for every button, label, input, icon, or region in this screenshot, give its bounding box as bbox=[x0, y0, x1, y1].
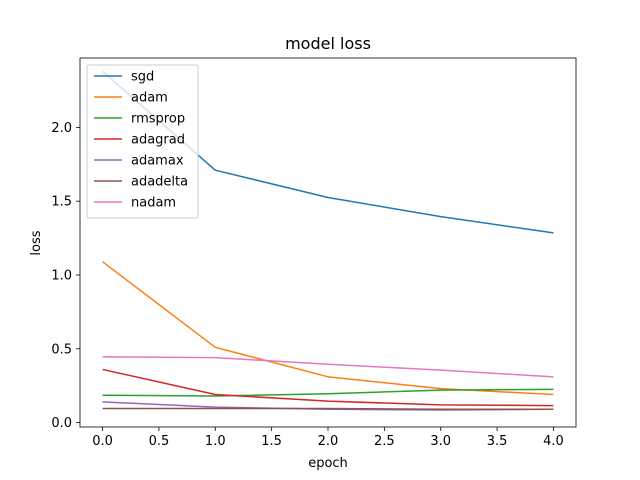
x-tick-label: 4.0 bbox=[543, 434, 564, 449]
series-line-adadelta bbox=[102, 407, 554, 411]
series-line-nadam bbox=[102, 356, 554, 378]
x-tick-label: 0.0 bbox=[92, 434, 113, 449]
series-line-adagrad bbox=[102, 368, 554, 407]
legend-label-rmsprop: rmsprop bbox=[131, 112, 185, 127]
x-tick-label: 0.5 bbox=[149, 434, 170, 449]
y-tick-label: 1.5 bbox=[51, 195, 72, 210]
y-tick-label: 2.0 bbox=[51, 121, 72, 136]
legend-label-adamax: adamax bbox=[131, 154, 184, 169]
x-tick-label: 1.0 bbox=[205, 434, 226, 449]
plot-area: 0.0 0.5 1.0 1.5 2.0 2.5 3.0 3.5 4.0 0.0 0.5 1.0 1.5 2… bbox=[51, 57, 577, 449]
y-axis-label: loss bbox=[29, 230, 44, 255]
legend-label-adagrad: adagrad bbox=[131, 133, 185, 148]
legend-label-sgd: sgd bbox=[131, 70, 154, 85]
y-tick-label: 0.5 bbox=[51, 342, 72, 357]
chart-title: model loss bbox=[285, 34, 371, 53]
y-tick-label: 0.0 bbox=[51, 416, 72, 431]
x-axis-label: epoch bbox=[308, 456, 348, 471]
x-tick-label: 3.5 bbox=[487, 434, 508, 449]
legend-label-nadam: nadam bbox=[131, 196, 176, 211]
legend-label-adadelta: adadelta bbox=[131, 175, 188, 190]
y-tick-label: 1.0 bbox=[51, 268, 72, 283]
series-line-adam bbox=[102, 261, 554, 396]
series-line-rmsprop bbox=[102, 388, 554, 397]
x-tick-label: 3.0 bbox=[430, 434, 451, 449]
x-tick-label: 2.5 bbox=[374, 434, 395, 449]
x-tick-label: 1.5 bbox=[261, 434, 282, 449]
x-tick-label: 2.0 bbox=[318, 434, 339, 449]
legend-box bbox=[86, 64, 199, 219]
legend-label-adam: adam bbox=[131, 91, 168, 106]
